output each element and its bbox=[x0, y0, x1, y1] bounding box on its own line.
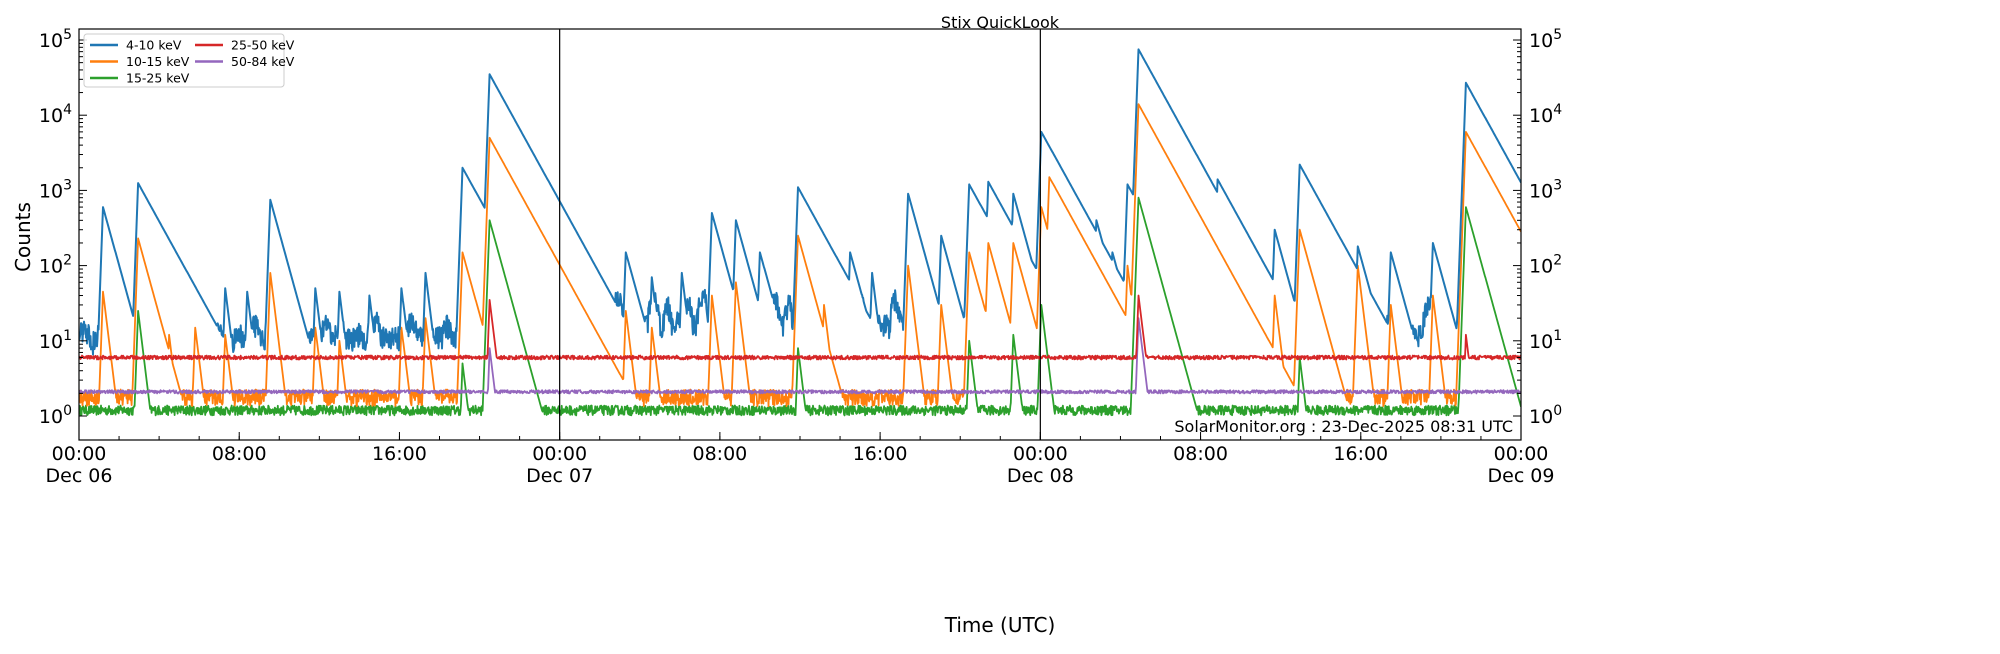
y-axis-label: Counts bbox=[11, 202, 35, 272]
y-tick-label: 103 bbox=[1529, 177, 1562, 202]
x-tick-date: Dec 08 bbox=[1007, 465, 1074, 487]
x-tick-date: Dec 06 bbox=[46, 465, 113, 487]
series-line-4-10-kev bbox=[79, 48, 1521, 356]
x-tick-label: 00:00 bbox=[1013, 443, 1068, 465]
y-tick-label: 103 bbox=[39, 177, 72, 202]
legend-label: 4-10 keV bbox=[126, 38, 182, 53]
y-tick-label: 104 bbox=[39, 102, 72, 127]
y-tick-label: 101 bbox=[39, 328, 72, 353]
y-tick-label: 100 bbox=[1529, 403, 1562, 428]
x-tick-label: 16:00 bbox=[1333, 443, 1388, 465]
y-tick-label: 105 bbox=[39, 27, 72, 52]
chart-title: Stix QuickLook bbox=[941, 13, 1060, 32]
x-tick-label: 00:00 bbox=[52, 443, 107, 465]
x-axis-label: Time (UTC) bbox=[944, 613, 1056, 637]
x-tick-label: 08:00 bbox=[1173, 443, 1228, 465]
y-tick-label: 100 bbox=[39, 403, 72, 428]
x-tick-label: 16:00 bbox=[853, 443, 908, 465]
x-tick-label: 00:00 bbox=[532, 443, 587, 465]
y-tick-label: 105 bbox=[1529, 27, 1562, 52]
series-line-50-84-kev bbox=[79, 317, 1521, 395]
x-tick-date: Dec 07 bbox=[526, 465, 593, 487]
series-line-15-25-kev bbox=[79, 196, 1521, 417]
legend-label: 50-84 keV bbox=[231, 54, 295, 69]
series-line-25-50-kev bbox=[79, 294, 1521, 361]
legend-label: 10-15 keV bbox=[126, 54, 190, 69]
x-tick-label: 16:00 bbox=[372, 443, 427, 465]
y-tick-label: 102 bbox=[39, 253, 72, 278]
legend-label: 25-50 keV bbox=[231, 38, 295, 53]
x-tick-label: 08:00 bbox=[693, 443, 748, 465]
legend-label: 15-25 keV bbox=[126, 71, 190, 86]
x-tick-label: 00:00 bbox=[1494, 443, 1549, 465]
series-line-10-15-kev bbox=[79, 103, 1521, 408]
plot-frame bbox=[78, 28, 1522, 441]
annotation: SolarMonitor.org : 23-Dec-2025 08:31 UTC bbox=[1174, 417, 1513, 436]
y-tick-label: 104 bbox=[1529, 102, 1562, 127]
y-tick-label: 102 bbox=[1529, 253, 1562, 278]
legend-box bbox=[83, 33, 285, 88]
x-tick-label: 08:00 bbox=[212, 443, 267, 465]
x-tick-date: Dec 09 bbox=[1488, 465, 1555, 487]
y-tick-label: 101 bbox=[1529, 328, 1562, 353]
